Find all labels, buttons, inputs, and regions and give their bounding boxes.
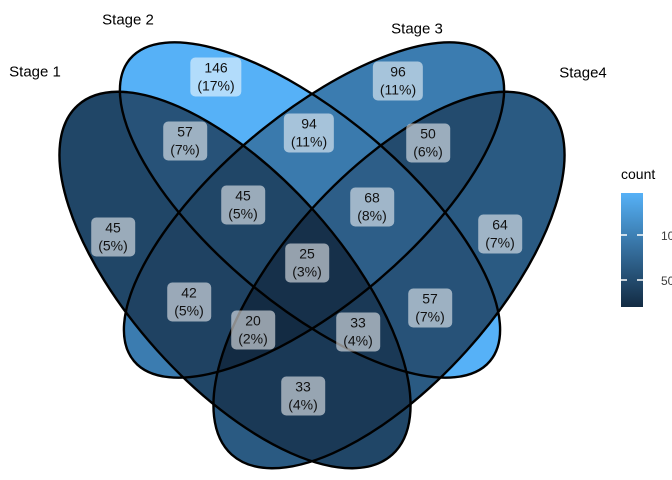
region-percent: (5%) [228, 205, 258, 221]
set-label-stage4: Stage4 [559, 64, 607, 82]
region-count: 57 [422, 290, 438, 307]
region-percent: (5%) [174, 302, 204, 318]
region-count: 33 [350, 314, 366, 331]
region-percent: (3%) [292, 263, 322, 279]
region-label-ACD: 20 (2%) [231, 310, 275, 350]
region-label-A: 45 (5%) [91, 217, 135, 257]
region-label-ABD: 33 (4%) [336, 312, 380, 352]
region-label-BC: 94 (11%) [283, 113, 335, 153]
region-percent: (8%) [357, 207, 387, 223]
region-label-BD: 57 (7%) [408, 288, 452, 328]
legend-tick-label: 100 [661, 228, 672, 243]
region-percent: (7%) [485, 234, 515, 250]
legend-gradient-bar: 100 50 [621, 193, 672, 307]
region-count: 45 [235, 187, 251, 204]
region-count: 64 [492, 216, 508, 233]
region-count: 146 [204, 59, 228, 76]
region-percent: (6%) [413, 143, 443, 159]
legend-tick-mark [637, 278, 643, 281]
region-count: 50 [420, 125, 436, 142]
region-percent: (5%) [98, 237, 128, 253]
region-label-AB: 57 (7%) [163, 121, 207, 161]
region-label-CD: 50 (6%) [406, 123, 450, 163]
region-count: 57 [177, 123, 193, 140]
legend-tick-label: 50 [661, 273, 672, 288]
region-percent: (17%) [197, 77, 235, 93]
set-label-stage-1: Stage 1 [9, 63, 61, 81]
region-percent: (11%) [379, 81, 417, 97]
set-label-stage-3: Stage 3 [391, 20, 443, 38]
region-label-ABCD: 25 (3%) [285, 243, 329, 283]
region-percent: (4%) [343, 332, 373, 348]
legend-tick-mark [637, 233, 643, 236]
region-count: 96 [390, 63, 406, 80]
set-label-stage-2: Stage 2 [102, 11, 154, 29]
region-count: 33 [295, 378, 311, 395]
region-percent: (7%) [415, 308, 445, 324]
region-percent: (4%) [288, 396, 318, 412]
region-count: 45 [105, 219, 121, 236]
region-count: 42 [181, 284, 197, 301]
region-label-ABC: 45 (5%) [221, 185, 265, 225]
legend-title: count [621, 166, 656, 182]
region-count: 68 [364, 189, 380, 206]
region-label-AC: 42 (5%) [167, 282, 211, 322]
legend: count 100 50 [608, 166, 672, 336]
region-count: 25 [299, 245, 315, 262]
region-percent: (7%) [170, 141, 200, 157]
region-label-D: 64 (7%) [478, 214, 522, 254]
region-label-BCD: 68 (8%) [350, 187, 394, 227]
legend-tick-mark [621, 278, 627, 281]
region-count: 94 [301, 115, 317, 132]
region-label-B: 146 (17%) [190, 57, 242, 97]
region-percent: (11%) [290, 133, 328, 149]
region-label-AD: 33 (4%) [281, 376, 325, 416]
legend-tick-mark [621, 233, 627, 236]
region-percent: (2%) [238, 330, 268, 346]
region-count: 20 [245, 312, 261, 329]
region-label-C: 96 (11%) [372, 61, 424, 101]
